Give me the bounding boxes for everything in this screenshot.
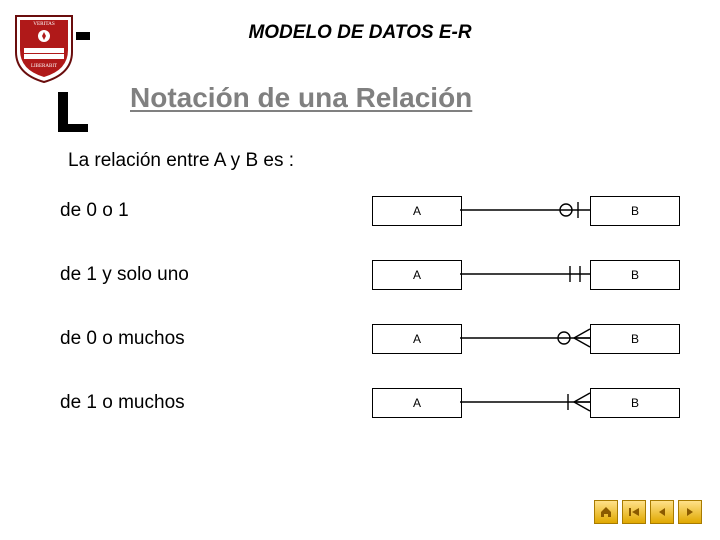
nav-prev-button[interactable] xyxy=(650,500,674,524)
relation-label-one-or-many: de 1 o muchos xyxy=(60,392,185,414)
nav-button-group xyxy=(594,500,702,524)
relation-line-zero-or-one xyxy=(460,196,590,224)
section-title: Notación de una Relación xyxy=(130,82,472,114)
nav-next-button[interactable] xyxy=(678,500,702,524)
relation-line-zero-or-many xyxy=(460,324,590,352)
relation-label-one-only: de 1 y solo uno xyxy=(60,264,189,286)
entity-b-box: B xyxy=(590,324,680,354)
relation-line-one-or-many xyxy=(460,388,590,416)
decorative-mark xyxy=(58,124,88,132)
relation-line-one-only xyxy=(460,260,590,288)
relation-label-zero-or-one: de 0 o 1 xyxy=(60,200,129,222)
svg-text:LIBERABIT: LIBERABIT xyxy=(31,64,57,69)
entity-a-box: A xyxy=(372,388,462,418)
entity-a-box: A xyxy=(372,324,462,354)
entity-b-box: B xyxy=(590,260,680,290)
decorative-mark xyxy=(58,92,68,128)
entity-b-box: B xyxy=(590,388,680,418)
entity-a-box: A xyxy=(372,260,462,290)
nav-first-button[interactable] xyxy=(622,500,646,524)
nav-home-button[interactable] xyxy=(594,500,618,524)
entity-b-box: B xyxy=(590,196,680,226)
relation-label-zero-or-many: de 0 o muchos xyxy=(60,328,185,350)
page-title: MODELO DE DATOS E-R xyxy=(0,22,720,44)
entity-a-box: A xyxy=(372,196,462,226)
intro-text: La relación entre A y B es : xyxy=(68,150,294,172)
